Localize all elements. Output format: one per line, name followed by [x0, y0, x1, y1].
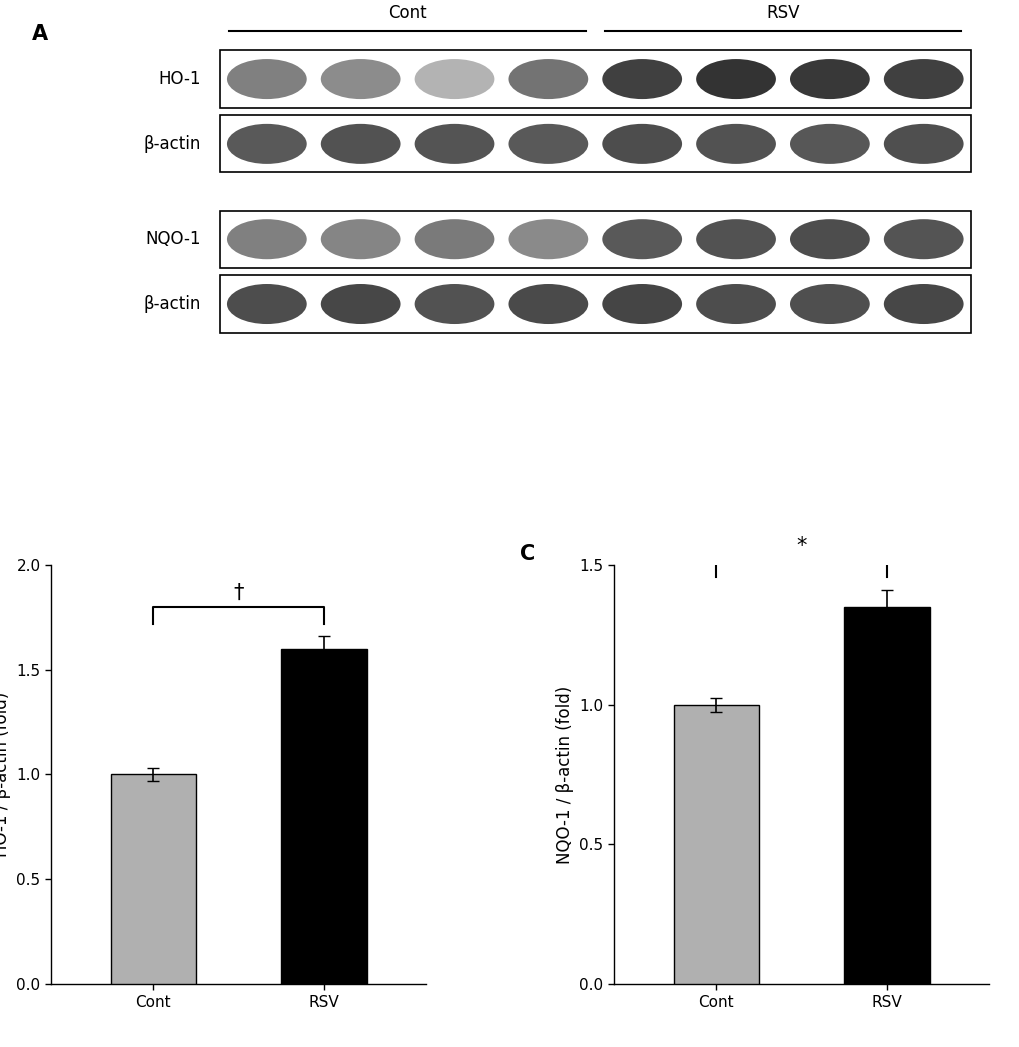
Y-axis label: NQO-1 / β-actin (fold): NQO-1 / β-actin (fold) [555, 686, 574, 864]
Ellipse shape [414, 59, 494, 99]
Text: †: † [233, 582, 244, 602]
Bar [281, 649, 366, 984]
Ellipse shape [508, 219, 588, 260]
Ellipse shape [320, 59, 400, 99]
Ellipse shape [227, 219, 307, 260]
Ellipse shape [696, 59, 775, 99]
Text: C: C [520, 543, 535, 564]
Ellipse shape [601, 284, 682, 324]
Bar [111, 775, 196, 984]
Ellipse shape [320, 219, 400, 260]
FancyBboxPatch shape [220, 210, 970, 268]
Text: NQO-1: NQO-1 [146, 230, 201, 248]
Ellipse shape [227, 124, 307, 164]
Ellipse shape [790, 124, 869, 164]
Ellipse shape [696, 124, 775, 164]
Bar [844, 606, 928, 984]
Ellipse shape [508, 284, 588, 324]
Ellipse shape [790, 284, 869, 324]
Ellipse shape [696, 284, 775, 324]
Ellipse shape [320, 284, 400, 324]
Ellipse shape [227, 59, 307, 99]
Ellipse shape [790, 59, 869, 99]
Text: Cont: Cont [388, 4, 427, 22]
Text: A: A [33, 24, 48, 44]
Ellipse shape [508, 59, 588, 99]
FancyBboxPatch shape [220, 275, 970, 333]
Ellipse shape [601, 124, 682, 164]
Ellipse shape [414, 219, 494, 260]
Ellipse shape [508, 124, 588, 164]
Text: *: * [796, 536, 806, 556]
Text: β-actin: β-actin [144, 295, 201, 313]
Ellipse shape [414, 284, 494, 324]
Ellipse shape [320, 124, 400, 164]
Text: β-actin: β-actin [144, 135, 201, 153]
Ellipse shape [790, 219, 869, 260]
Ellipse shape [882, 284, 963, 324]
Text: HO-1: HO-1 [159, 70, 201, 88]
Ellipse shape [601, 59, 682, 99]
Text: RSV: RSV [765, 4, 799, 22]
Bar [674, 705, 758, 984]
Ellipse shape [882, 59, 963, 99]
Ellipse shape [882, 124, 963, 164]
FancyBboxPatch shape [220, 50, 970, 108]
Y-axis label: HO-1 / β-actin (fold): HO-1 / β-actin (fold) [0, 692, 11, 857]
Ellipse shape [882, 219, 963, 260]
Ellipse shape [601, 219, 682, 260]
FancyBboxPatch shape [220, 115, 970, 173]
Ellipse shape [696, 219, 775, 260]
Ellipse shape [414, 124, 494, 164]
Ellipse shape [227, 284, 307, 324]
